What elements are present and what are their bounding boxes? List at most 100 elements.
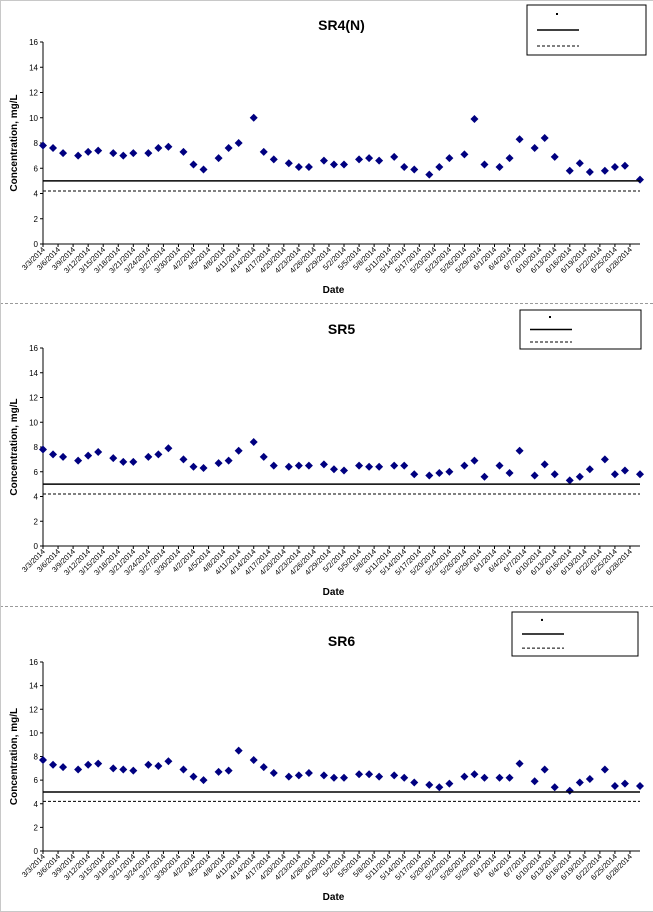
data-point <box>355 461 364 470</box>
data-point <box>425 780 434 789</box>
legend <box>511 611 639 657</box>
data-point <box>375 462 384 471</box>
data-point <box>144 452 153 461</box>
data-point <box>575 159 584 168</box>
data-point <box>530 144 539 153</box>
legend-marker-sample <box>549 316 551 319</box>
data-point <box>470 770 479 779</box>
data-point <box>445 467 454 476</box>
data-point <box>505 468 514 477</box>
data-point <box>540 133 549 142</box>
data-point <box>319 156 328 165</box>
data-point <box>284 462 293 471</box>
data-point <box>284 772 293 781</box>
data-point <box>340 773 349 782</box>
data-point <box>365 154 374 163</box>
y-tick-label: 14 <box>29 63 38 72</box>
data-point <box>94 447 103 456</box>
y-tick-label: 12 <box>29 394 38 403</box>
data-point <box>199 165 208 174</box>
data-point <box>259 147 268 156</box>
data-point <box>269 769 278 778</box>
data-point <box>435 468 444 477</box>
data-point <box>119 765 128 774</box>
data-point <box>540 460 549 469</box>
data-point <box>189 462 198 471</box>
data-point <box>109 764 118 773</box>
y-tick-label: 14 <box>29 682 38 691</box>
data-point <box>636 782 644 791</box>
data-point <box>495 461 504 470</box>
data-point <box>74 151 83 160</box>
data-point <box>74 456 83 465</box>
y-tick-label: 0 <box>34 542 39 551</box>
data-point <box>445 779 454 788</box>
data-point <box>294 771 303 780</box>
data-point <box>505 773 514 782</box>
data-point <box>294 461 303 470</box>
data-point <box>410 165 419 174</box>
y-tick-label: 8 <box>34 753 39 762</box>
data-point <box>410 778 419 787</box>
legend <box>519 309 642 350</box>
data-point <box>129 149 138 158</box>
data-point <box>565 786 574 795</box>
data-point <box>214 767 223 776</box>
panel-divider <box>0 303 653 304</box>
data-point <box>259 452 268 461</box>
data-point <box>620 779 629 788</box>
y-tick-label: 12 <box>29 705 38 714</box>
data-point <box>269 155 278 164</box>
y-tick-label: 8 <box>34 443 39 452</box>
data-point <box>129 457 138 466</box>
data-point <box>329 773 338 782</box>
y-tick-label: 10 <box>29 114 38 123</box>
data-point <box>199 464 208 473</box>
data-point <box>480 160 489 169</box>
x-axis-label: Date <box>323 285 345 296</box>
y-axis-label: Concentration, mg/L <box>9 708 20 805</box>
data-point <box>565 166 574 175</box>
data-point <box>575 778 584 787</box>
x-axis-label: Date <box>323 587 345 598</box>
data-point <box>119 457 128 466</box>
y-axis-label: Concentration, mg/L <box>9 94 20 191</box>
y-tick-label: 10 <box>29 418 38 427</box>
data-point <box>49 760 58 769</box>
data-point <box>84 147 93 156</box>
y-tick-label: 2 <box>34 517 39 526</box>
data-point <box>154 450 163 459</box>
data-point <box>84 451 93 460</box>
data-point <box>154 761 163 770</box>
data-point <box>164 757 173 766</box>
data-point <box>234 446 243 455</box>
data-point <box>515 446 524 455</box>
data-point <box>355 770 364 779</box>
data-point <box>340 160 349 169</box>
data-point <box>129 766 138 775</box>
data-point <box>179 765 188 774</box>
y-tick-label: 0 <box>34 847 39 856</box>
chart-title: SR6 <box>328 633 355 649</box>
data-point <box>390 152 399 161</box>
data-point <box>435 162 444 171</box>
data-point <box>119 151 128 160</box>
data-point <box>636 470 644 479</box>
y-tick-label: 16 <box>29 38 38 47</box>
legend <box>526 4 647 56</box>
data-point <box>375 772 384 781</box>
data-point <box>515 759 524 768</box>
data-point <box>249 438 258 447</box>
data-point <box>179 455 188 464</box>
data-point <box>435 783 444 792</box>
data-point <box>550 470 559 479</box>
y-tick-label: 6 <box>34 164 39 173</box>
data-point <box>600 765 609 774</box>
data-point <box>224 766 233 775</box>
y-tick-label: 4 <box>34 493 39 502</box>
data-point <box>259 763 268 772</box>
data-point <box>214 459 223 468</box>
data-point <box>600 455 609 464</box>
